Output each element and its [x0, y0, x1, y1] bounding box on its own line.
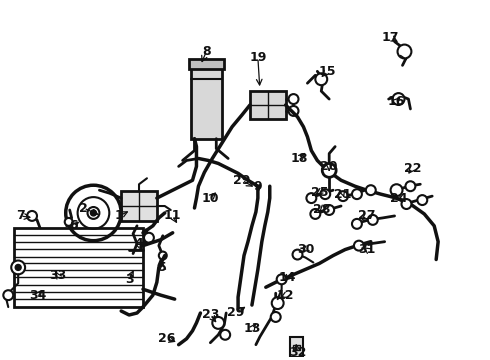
Text: 4: 4 — [135, 237, 144, 250]
Text: 31: 31 — [358, 243, 375, 256]
Circle shape — [11, 261, 25, 274]
Bar — [121, 191, 157, 221]
Circle shape — [352, 189, 362, 199]
Bar — [250, 91, 286, 119]
Circle shape — [354, 241, 364, 251]
Circle shape — [401, 199, 412, 209]
Circle shape — [271, 312, 281, 322]
Circle shape — [417, 195, 427, 205]
Text: 7: 7 — [16, 210, 24, 222]
Circle shape — [272, 297, 284, 309]
Circle shape — [392, 93, 404, 105]
Circle shape — [289, 106, 298, 116]
Circle shape — [338, 191, 348, 201]
Circle shape — [310, 209, 320, 219]
Text: 32: 32 — [289, 346, 306, 359]
Circle shape — [15, 265, 21, 270]
Bar — [191, 67, 222, 139]
Circle shape — [316, 73, 327, 85]
Text: 14: 14 — [279, 271, 296, 284]
Text: 29: 29 — [233, 174, 251, 187]
Text: 27: 27 — [358, 210, 375, 222]
Circle shape — [88, 207, 99, 219]
Text: 3: 3 — [125, 273, 133, 286]
Circle shape — [3, 290, 13, 300]
Text: 28: 28 — [313, 203, 330, 216]
Text: 6: 6 — [69, 219, 78, 232]
Text: 33: 33 — [49, 269, 67, 282]
Circle shape — [293, 249, 302, 260]
Circle shape — [65, 218, 73, 226]
Text: 23: 23 — [202, 309, 219, 321]
Text: 26: 26 — [158, 332, 175, 345]
Circle shape — [322, 163, 336, 177]
Text: 11: 11 — [164, 210, 181, 222]
Circle shape — [306, 193, 317, 203]
Text: 12: 12 — [277, 289, 294, 302]
Text: 13: 13 — [243, 322, 261, 336]
Text: 5: 5 — [158, 261, 167, 274]
Text: 1: 1 — [115, 210, 123, 222]
Circle shape — [320, 189, 330, 199]
Circle shape — [212, 317, 224, 329]
Bar — [290, 337, 303, 357]
Circle shape — [368, 215, 378, 225]
Bar — [293, 345, 300, 350]
Text: 8: 8 — [202, 45, 211, 58]
Circle shape — [391, 184, 402, 196]
Bar — [189, 59, 224, 69]
Text: 19: 19 — [249, 51, 267, 64]
Text: 22: 22 — [404, 162, 421, 175]
Text: 17: 17 — [382, 31, 399, 44]
Circle shape — [352, 219, 362, 229]
Text: 29: 29 — [227, 306, 245, 319]
Circle shape — [397, 45, 412, 58]
Text: 25: 25 — [311, 186, 328, 199]
Circle shape — [405, 181, 416, 191]
Bar — [14, 228, 143, 307]
Text: 21: 21 — [334, 188, 352, 201]
Circle shape — [289, 94, 298, 104]
Circle shape — [277, 274, 287, 284]
Text: 18: 18 — [291, 152, 308, 165]
Text: 9: 9 — [253, 180, 262, 193]
Text: 34: 34 — [29, 289, 47, 302]
Circle shape — [27, 211, 37, 221]
Circle shape — [144, 233, 154, 243]
Text: 24: 24 — [390, 192, 407, 204]
Text: 2: 2 — [79, 202, 88, 215]
Text: 15: 15 — [318, 65, 336, 78]
Text: 16: 16 — [388, 95, 405, 108]
Circle shape — [91, 210, 97, 216]
Text: 30: 30 — [297, 243, 314, 256]
Circle shape — [220, 330, 230, 340]
Text: 10: 10 — [201, 192, 219, 204]
Circle shape — [159, 252, 167, 260]
Circle shape — [366, 185, 376, 195]
Text: 20: 20 — [320, 160, 338, 173]
Circle shape — [324, 205, 334, 215]
